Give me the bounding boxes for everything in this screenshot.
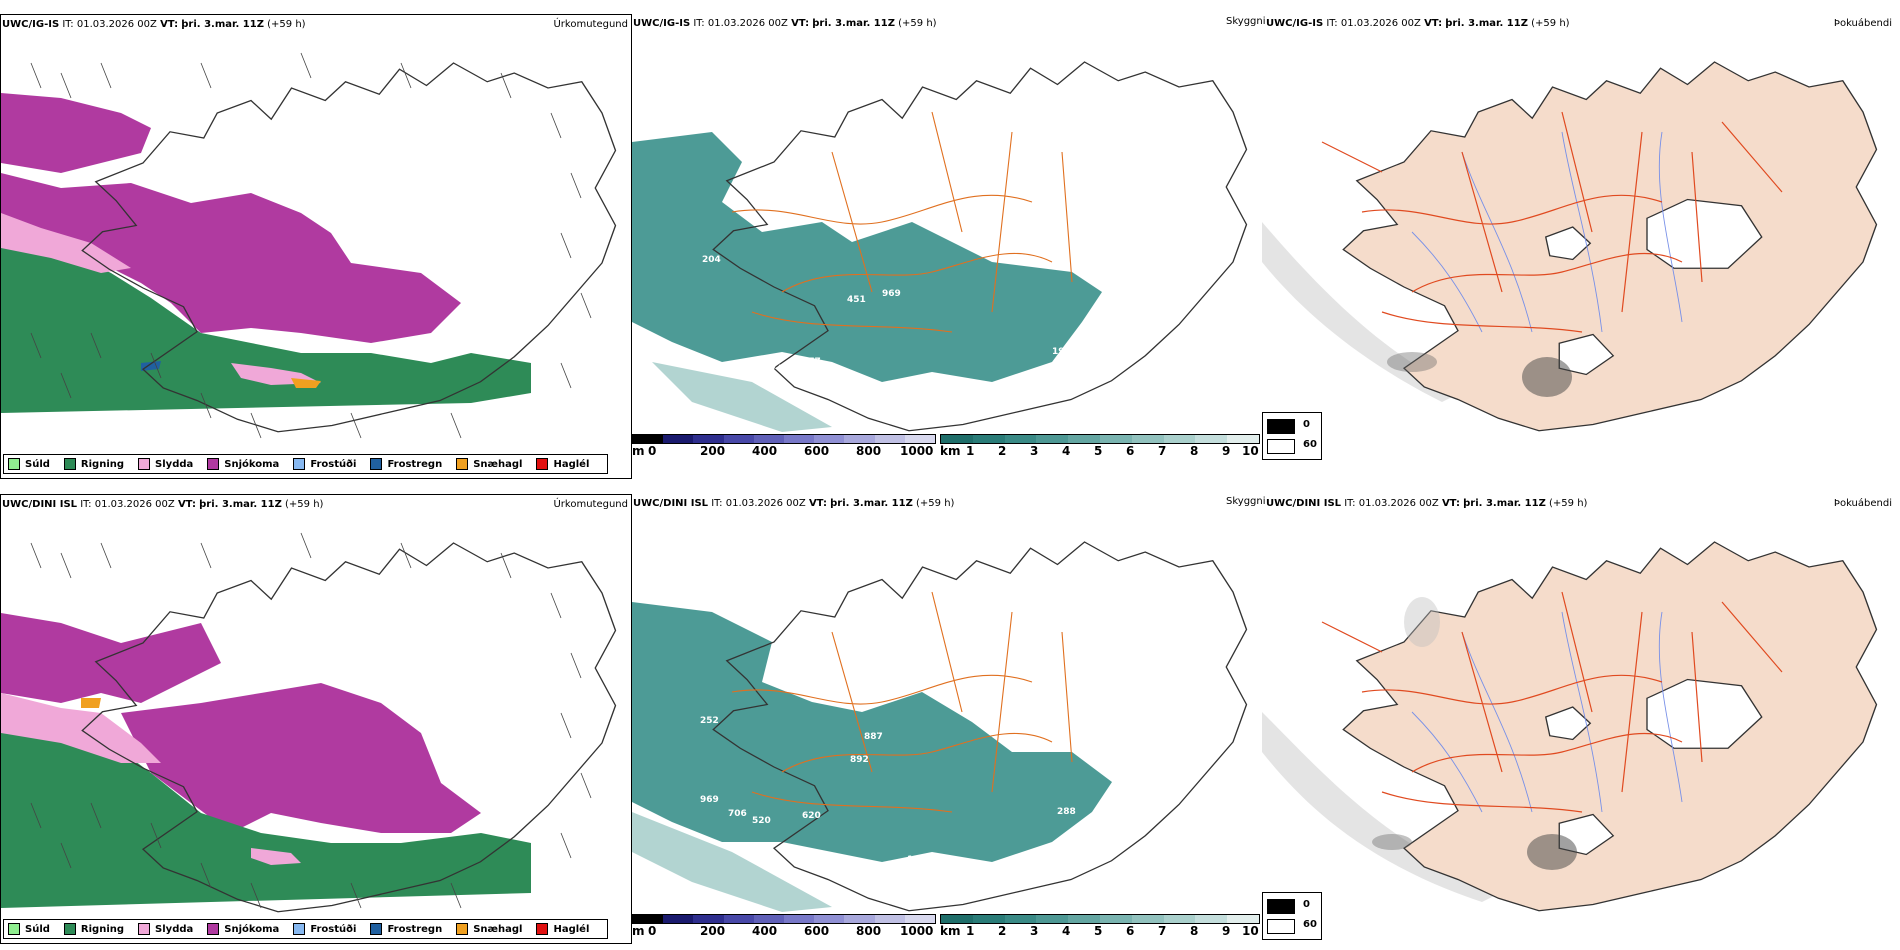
product-title: Þokuábendi — [1833, 498, 1892, 509]
visibility-map: 252 887 892 969 706 620 520 288 127 588 … — [632, 541, 1248, 912]
vis-label: 969 — [882, 289, 901, 299]
vis-label: 252 — [700, 716, 719, 726]
precip-type-panel-dini: UWC/DINI ISL IT: 01.03.2026 00Z VT: þri.… — [0, 494, 632, 944]
panel-header: UWC/IG-IS IT: 01.03.2026 00Z VT: þri. 3.… — [1266, 18, 1570, 29]
panel-header: UWC/IG-IS IT: 01.03.2026 00Z VT: þri. 3.… — [2, 19, 306, 30]
vis-label: 1176 — [917, 891, 942, 901]
panel-header: UWC/IG-IS IT: 01.03.2026 00Z VT: þri. 3.… — [633, 18, 937, 29]
vis-label: 887 — [864, 732, 883, 742]
ceiling-colorbar — [632, 434, 936, 444]
legend-item-freezing-rain: Frostregn — [370, 923, 442, 935]
product-title: Úrkomutegund — [553, 499, 628, 510]
vis-label: 706 — [728, 809, 747, 819]
vis-label: 277 — [802, 357, 821, 367]
legend-item-snow-pellets: Snæhagl — [456, 923, 522, 935]
legend-item-sleet: Slydda — [138, 458, 193, 470]
vis-label: 374 — [764, 364, 783, 374]
legend-item-snow-pellets: Snæhagl — [456, 458, 522, 470]
ceiling-colorbar — [632, 914, 936, 924]
visibility-colorbar — [940, 434, 1260, 444]
fog-panel-dini: Skyggni UWC/DINI ISL IT: 01.03.2026 00Z … — [1226, 494, 1892, 944]
product-title: Skyggni — [1226, 496, 1266, 507]
vis-label: 288 — [1057, 807, 1076, 817]
legend-item-snow: Snjókoma — [207, 458, 279, 470]
vis-label: 588 — [932, 859, 951, 869]
visibility-panel-igis: UWC/IG-IS IT: 01.03.2026 00Z VT: þri. 3.… — [632, 14, 1262, 479]
legend-item-freezing-drizzle: Frostúði — [293, 458, 356, 470]
visibility-map: 204 451 969 374 277 191 313 382 — [632, 61, 1248, 432]
panel-header: UWC/DINI ISL IT: 01.03.2026 00Z VT: þri.… — [633, 498, 955, 509]
fog-map — [1262, 541, 1878, 912]
vis-label: 520 — [752, 816, 771, 826]
precip-legend: Súld Rigning Slydda Snjókoma Frostúði Fr… — [3, 454, 609, 474]
precip-type-panel-igis: UWC/IG-IS IT: 01.03.2026 00Z VT: þri. 3.… — [0, 14, 632, 479]
panel-header: UWC/DINI ISL IT: 01.03.2026 00Z VT: þri.… — [2, 499, 324, 510]
panel-header: UWC/DINI ISL IT: 01.03.2026 00Z VT: þri.… — [1266, 498, 1588, 509]
visibility-colorbar — [940, 914, 1260, 924]
legend-item-freezing-rain: Frostregn — [370, 458, 442, 470]
vis-label: 620 — [802, 811, 821, 821]
fog-legend: 0 60 — [1262, 412, 1322, 460]
vis-label: 204 — [702, 255, 721, 265]
visibility-colorbars: m 0 200 400 600 800 1000 km 1 2 3 4 5 6 … — [632, 434, 1262, 474]
product-title: Úrkomutegund — [553, 19, 628, 30]
legend-item-freezing-drizzle: Frostúði — [293, 923, 356, 935]
legend-item-rain: Rigning — [63, 923, 124, 935]
fog-map — [1262, 61, 1878, 432]
fog-legend: 0 60 — [1262, 892, 1322, 940]
vis-label: 191 — [1052, 347, 1071, 357]
legend-item-hail: Haglél — [536, 458, 589, 470]
visibility-panel-dini: UWC/DINI ISL IT: 01.03.2026 00Z VT: þri.… — [632, 494, 1262, 944]
vis-label: 313 — [907, 400, 926, 410]
fog-panel-igis: Skyggni UWC/IG-IS IT: 01.03.2026 00Z VT:… — [1226, 14, 1892, 479]
precip-map — [1, 33, 631, 453]
legend-item-drizzle: Súld — [8, 458, 50, 470]
product-title: Þokuábendi — [1833, 18, 1892, 29]
precip-map — [1, 513, 631, 923]
legend-item-drizzle: Súld — [8, 923, 50, 935]
vis-label: 451 — [847, 295, 866, 305]
legend-item-hail: Haglél — [536, 923, 589, 935]
legend-item-sleet: Slydda — [138, 923, 193, 935]
precip-legend: Súld Rigning Slydda Snjókoma Frostúði Fr… — [3, 919, 609, 939]
visibility-colorbars: m 0 200 400 600 800 1000 km 1 2 3 4 5 6 … — [632, 914, 1262, 944]
vis-label: 127 — [907, 855, 926, 865]
legend-item-rain: Rigning — [63, 458, 124, 470]
vis-label: 969 — [700, 795, 719, 805]
vis-label: 892 — [850, 755, 869, 765]
legend-item-snow: Snjókoma — [207, 923, 279, 935]
product-title: Skyggni — [1226, 16, 1266, 27]
vis-label: 382 — [937, 405, 956, 415]
